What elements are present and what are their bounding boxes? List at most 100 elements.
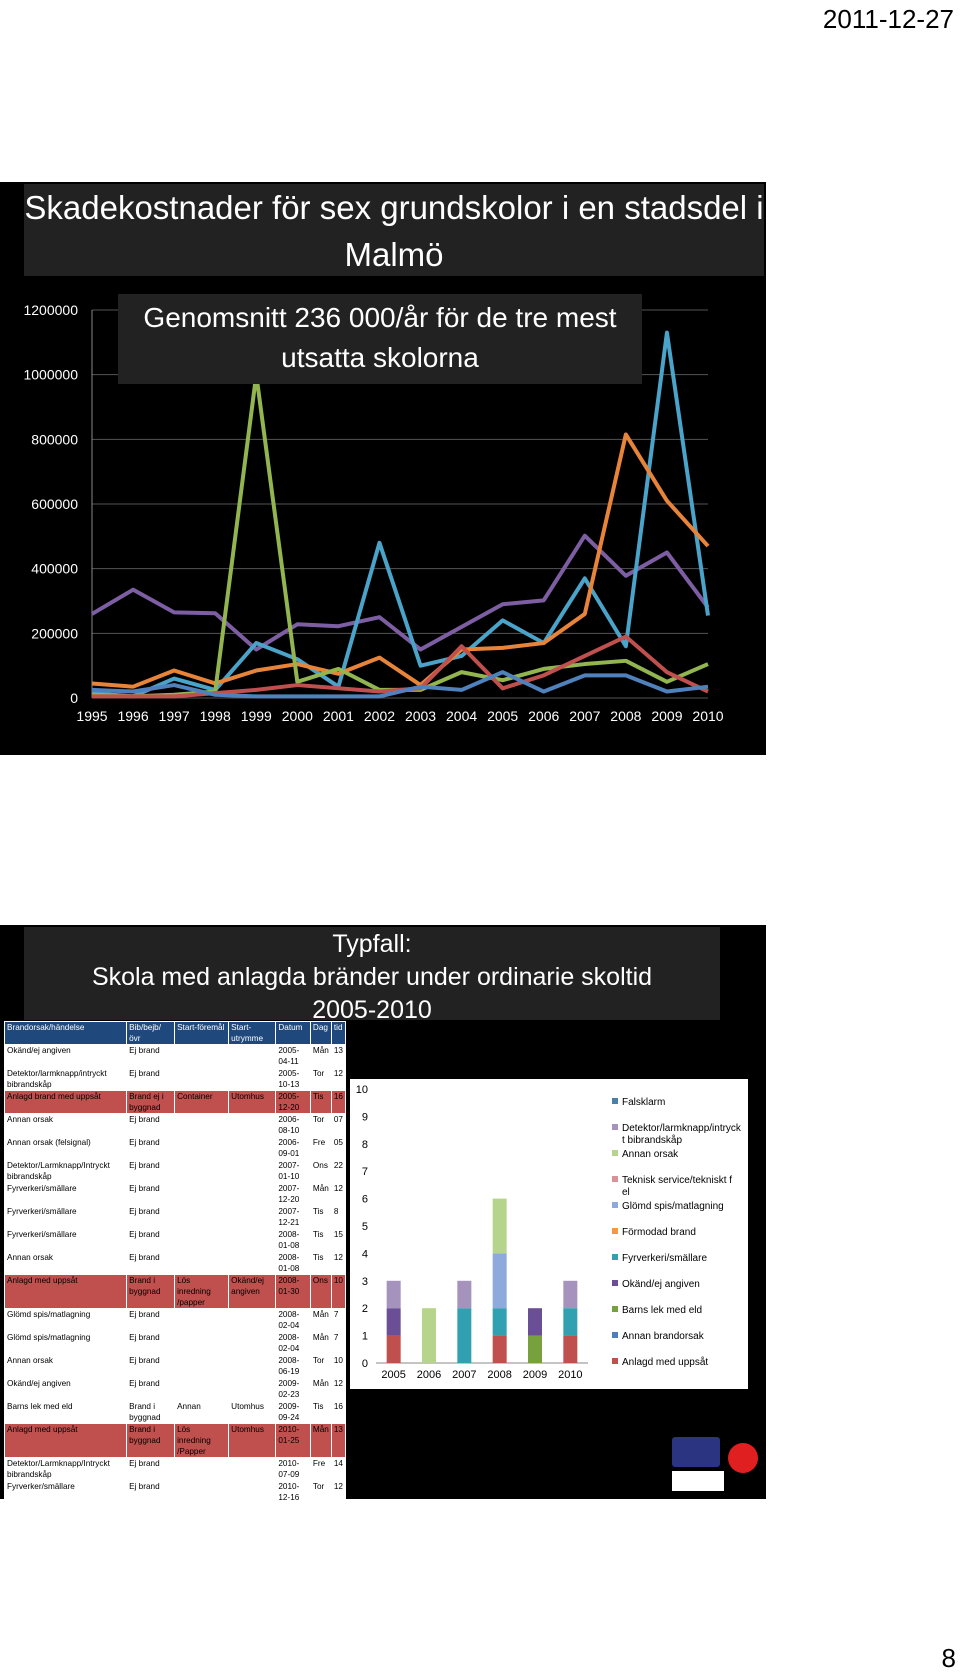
table-row: Detektor/larmknapp/intryckt bibrandskåp E… bbox=[3, 1067, 347, 1091]
table-row: Fyrverkeri/smällare Ej brand 2008-01-08 Tis… bbox=[3, 1228, 347, 1252]
x-tick-label: 2007 bbox=[452, 1369, 476, 1381]
bar-segment bbox=[492, 1253, 507, 1309]
bar-segment bbox=[492, 1198, 507, 1254]
table-cell: Tor bbox=[309, 1113, 332, 1137]
table-cell: Mån bbox=[309, 1423, 332, 1458]
table-cell: Tis bbox=[309, 1090, 332, 1114]
table-cell: 7 bbox=[330, 1308, 347, 1332]
y-tick-label: 0 bbox=[70, 690, 78, 706]
table-cell: Annan bbox=[174, 1400, 230, 1424]
legend-swatch bbox=[612, 1332, 618, 1338]
slide1-title: Skadekostnader för sex grundskolor i en … bbox=[24, 184, 764, 276]
x-tick-label: 1998 bbox=[200, 708, 231, 724]
table-cell bbox=[228, 1251, 277, 1275]
table-cell: 22 bbox=[330, 1159, 347, 1183]
slide-typical-case: Typfall: Skola med anlagda bränder under… bbox=[0, 925, 766, 1504]
bar-segment bbox=[528, 1335, 542, 1363]
y-tick-label: 0 bbox=[362, 1358, 368, 1370]
table-cell: Fyrverkeri/smällare bbox=[3, 1205, 128, 1229]
table-cell: 16 bbox=[330, 1400, 347, 1424]
series-line-3 bbox=[91, 432, 710, 689]
table-header-cell: tid bbox=[330, 1021, 347, 1045]
table-cell: 2010-01-25 bbox=[275, 1423, 311, 1458]
table-cell bbox=[174, 1480, 230, 1504]
fire-service-logo bbox=[728, 1443, 758, 1473]
table-cell: Ej brand bbox=[126, 1457, 176, 1481]
y-tick-label: 400000 bbox=[31, 561, 78, 577]
legend-swatch bbox=[612, 1358, 618, 1364]
slide2-title-line2: Skola med anlagda bränder under ordinari… bbox=[91, 963, 653, 991]
table-cell: Brand i byggnad bbox=[126, 1423, 176, 1458]
y-tick-label: 200000 bbox=[31, 625, 78, 641]
table-cell: Okänd/ej angiven bbox=[3, 1377, 128, 1401]
table-row: Annan orsak Ej brand 2008-01-08 Tis 12 bbox=[3, 1251, 347, 1275]
table-cell: Anlagd brand med uppsåt bbox=[3, 1090, 128, 1114]
bar-segment bbox=[386, 1280, 401, 1309]
table-cell bbox=[228, 1457, 277, 1481]
bar-segment bbox=[563, 1335, 578, 1363]
legend-swatch bbox=[612, 1280, 618, 1286]
table-cell: 10 bbox=[330, 1354, 347, 1378]
table-cell: Utomhus bbox=[228, 1400, 277, 1424]
x-tick-label: 2005 bbox=[381, 1369, 405, 1381]
x-tick-label: 2007 bbox=[569, 708, 600, 724]
bar-segment bbox=[492, 1308, 507, 1336]
table-cell: 13 bbox=[330, 1044, 347, 1068]
table-cell: Ej brand bbox=[126, 1377, 176, 1401]
legend-swatch bbox=[612, 1254, 618, 1260]
table-cell: Tor bbox=[309, 1067, 332, 1091]
bar-segment bbox=[386, 1308, 401, 1336]
table-cell: Lös inredning /papper bbox=[174, 1274, 230, 1309]
table-cell: Mån bbox=[309, 1044, 332, 1068]
table-cell: 2008-02-04 bbox=[275, 1308, 311, 1332]
table-cell bbox=[174, 1205, 230, 1229]
table-cell bbox=[174, 1377, 230, 1401]
table-cell: Ej brand bbox=[126, 1331, 176, 1355]
table-cell bbox=[174, 1457, 230, 1481]
y-tick-label: 7 bbox=[362, 1166, 368, 1178]
table-cell: Brand ej i byggnad bbox=[126, 1090, 176, 1114]
slide2-title: Typfall: Skola med anlagda bränder under… bbox=[24, 927, 720, 1024]
table-cell: Annan orsak (felsignal) bbox=[3, 1136, 128, 1160]
y-tick-label: 4 bbox=[362, 1248, 368, 1260]
table-cell: 2005-12-20 bbox=[275, 1090, 311, 1114]
bar-segment bbox=[457, 1280, 472, 1309]
table-cell: Tor bbox=[309, 1354, 332, 1378]
table-cell: 2005-10-13 bbox=[275, 1067, 311, 1091]
legend-label: t bibrandskåp bbox=[622, 1134, 682, 1146]
page-date: 2011-12-27 bbox=[822, 4, 954, 34]
y-tick-label: 800000 bbox=[31, 431, 78, 447]
y-tick-label: 600000 bbox=[31, 496, 78, 512]
table-cell: Mån bbox=[309, 1377, 332, 1401]
table-row: Anlagd med uppsåt Brand i byggnad Lös inre… bbox=[3, 1423, 347, 1458]
table-header-cell: Brandorsak/händelse bbox=[3, 1021, 128, 1045]
table-cell: Anlagd med uppsåt bbox=[3, 1423, 128, 1458]
table-cell: Tor bbox=[309, 1480, 332, 1504]
chart-panel bbox=[350, 1079, 748, 1389]
x-tick-label: 2004 bbox=[446, 708, 477, 724]
table-cell bbox=[174, 1044, 230, 1068]
table-cell bbox=[174, 1159, 230, 1183]
table-cell: Ej brand bbox=[126, 1308, 176, 1332]
table-cell: Tis bbox=[309, 1228, 332, 1252]
table-cell: Ej brand bbox=[126, 1354, 176, 1378]
x-tick-label: 2008 bbox=[487, 1369, 511, 1381]
x-tick-label: 2002 bbox=[364, 708, 395, 724]
bar-segment bbox=[563, 1280, 578, 1309]
x-tick-label: 2000 bbox=[282, 708, 313, 724]
table-cell: 12 bbox=[330, 1067, 347, 1091]
table-row: Annan orsak (felsignal) Ej brand 2006-09-0… bbox=[3, 1136, 347, 1160]
table-row: Anlagd brand med uppsåt Brand ej i byggna… bbox=[3, 1090, 347, 1114]
table-header-row: Brandorsak/händelse Bib/bejb/övr Start-för… bbox=[3, 1021, 347, 1045]
table-cell: 07 bbox=[330, 1113, 347, 1137]
y-tick-label: 6 bbox=[362, 1194, 368, 1206]
table-cell: 2010-07-09 bbox=[275, 1457, 311, 1481]
table-cell: Brand i byggnad bbox=[126, 1400, 176, 1424]
table-cell: Tis bbox=[309, 1400, 332, 1424]
bar-segment bbox=[563, 1308, 578, 1336]
slide1-subtitle: Genomsnitt 236 000/år för de tre mest ut… bbox=[118, 294, 642, 384]
legend-label: Förmodad brand bbox=[622, 1227, 696, 1238]
table-cell: Okänd/ej angiven bbox=[3, 1044, 128, 1068]
x-tick-label: 2006 bbox=[417, 1369, 441, 1381]
table-cell bbox=[228, 1159, 277, 1183]
